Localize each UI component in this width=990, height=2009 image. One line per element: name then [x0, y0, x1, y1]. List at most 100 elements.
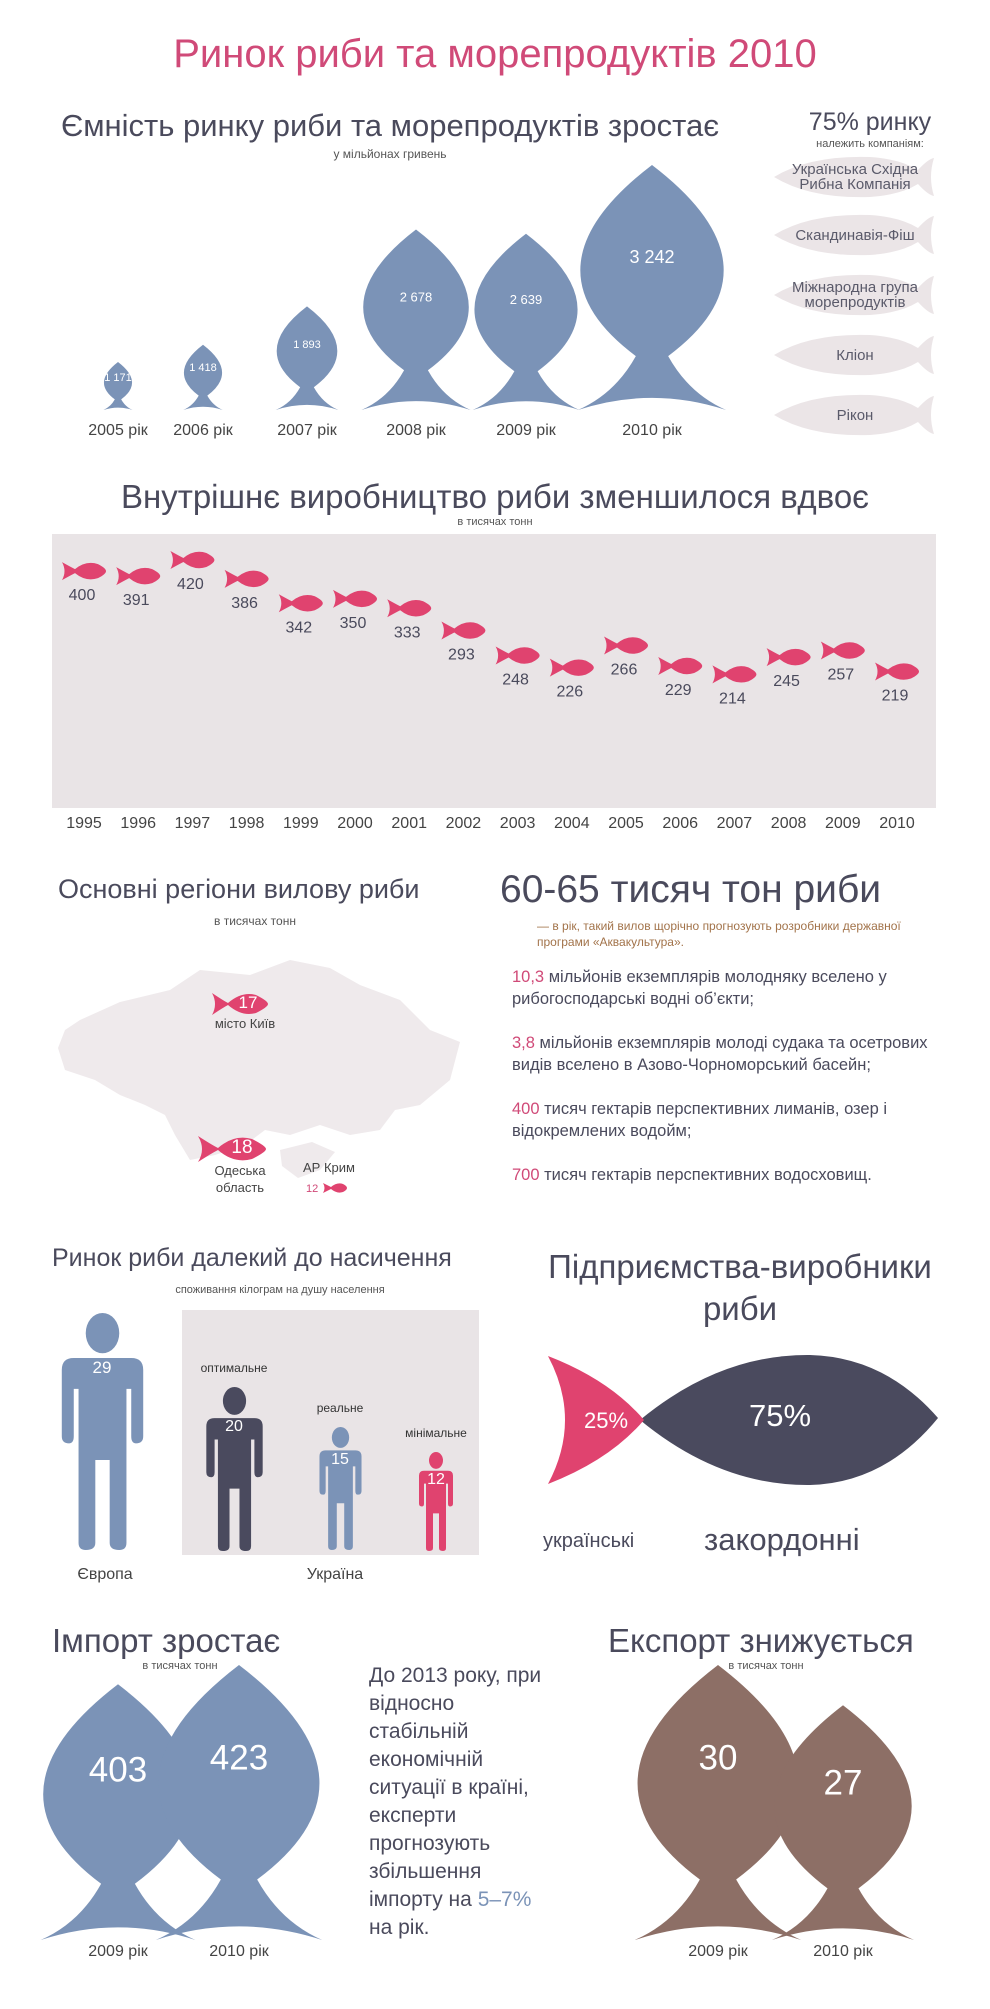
import-note: До 2013 року, при відносно стабільній ек…: [369, 1662, 549, 1942]
production-value-12: 214: [719, 690, 746, 707]
fact-number: 3,8: [512, 1034, 535, 1052]
fact-number: 400: [512, 1100, 540, 1118]
fact-number: 700: [512, 1166, 540, 1184]
capacity-fish-4: [472, 233, 580, 410]
import-value-1: 423: [210, 1739, 268, 1778]
company-item: Міжнародна група морепродуктів: [770, 272, 935, 318]
capacity-value-2: 1 893: [293, 339, 321, 351]
production-year-11: 2006: [662, 815, 698, 832]
capacity-year-4: 2009 рік: [496, 422, 556, 439]
production-value-9: 226: [556, 684, 583, 701]
capacity-value-1: 1 418: [189, 362, 217, 374]
capacity-fish-0: [103, 361, 133, 410]
production-title: Внутрішнє виробництво риби зменшилося вд…: [120, 478, 870, 515]
odesa-value: 18: [231, 1137, 253, 1158]
person-value-2: 15: [331, 1450, 349, 1468]
fact-text: тисяч гектарів перспективних водосховищ.: [539, 1166, 872, 1184]
production-value-10: 266: [611, 661, 638, 678]
ukrainian-pct: 25%: [583, 1408, 629, 1433]
production-value-13: 245: [773, 673, 800, 690]
import-fish-0: [40, 1684, 196, 1940]
export-fish-1: [771, 1705, 915, 1940]
production-value-4: 342: [285, 619, 312, 636]
company-item: Скандинавія-Фіш: [770, 212, 935, 258]
consumption-title: Ринок риби далекий до насичення: [52, 1244, 452, 1272]
production-year-7: 2002: [446, 815, 482, 832]
production-chart: 400 1995 391 1996 420 1997 386 1998 342 1999 350 20…: [62, 551, 919, 832]
production-value-5: 350: [340, 615, 367, 632]
odesa-fish-icon: [198, 1136, 266, 1162]
person-label-3: мінімальне: [405, 1425, 467, 1440]
export-year-1: 2010 рік: [813, 1943, 873, 1960]
production-year-3: 1998: [229, 815, 265, 832]
consumption-subtitle: споживання кілограм на душу населення: [175, 1284, 385, 1296]
capacity-year-3: 2008 рік: [386, 422, 446, 439]
capacity-year-0: 2005 рік: [88, 422, 148, 439]
kyiv-fish-icon: [212, 993, 268, 1015]
production-fish-5: [333, 589, 377, 608]
producers-fish-chart: [548, 1354, 938, 1486]
production-fish-0: [62, 562, 106, 581]
production-value-14: 257: [827, 666, 854, 683]
capacity-fish-1: [183, 344, 223, 410]
production-year-13: 2008: [771, 815, 807, 832]
production-year-6: 2001: [391, 815, 427, 832]
import-year-1: 2010 рік: [209, 1943, 269, 1960]
page-title: Ринок риби та морепродуктів 2010: [173, 32, 817, 76]
production-fish-10: [604, 636, 648, 655]
production-year-9: 2004: [554, 815, 590, 832]
production-fish-15: [875, 662, 919, 681]
producers-title-line2: риби: [702, 1290, 778, 1327]
capacity-fish-3: [361, 229, 471, 410]
forecast-title: 60-65 тисяч тон риби: [500, 868, 882, 911]
foreign-label: закордонні: [704, 1522, 860, 1557]
company-item: Українська Східна Рибна Компанія: [770, 154, 935, 200]
crimea-fish-icon: [323, 1183, 347, 1193]
foreign-share: [640, 1354, 938, 1486]
company-name: Міжнародна група морепродуктів: [792, 279, 918, 311]
person-label-1: оптимальне: [200, 1360, 268, 1375]
production-year-15: 2010: [879, 815, 915, 832]
ukrainian-label: українські: [543, 1530, 635, 1552]
production-value-7: 293: [448, 646, 475, 663]
production-year-1: 1996: [120, 815, 156, 832]
production-value-1: 391: [123, 592, 150, 609]
ukraine-map: [58, 960, 460, 1178]
export-title: Експорт знижується: [608, 1622, 914, 1659]
capacity-subtitle: у мільйонах гривень: [333, 147, 447, 161]
producers-title: Підприємства-виробники риби: [520, 1246, 960, 1330]
production-fish-2: [170, 551, 215, 569]
production-fish-8: [495, 646, 540, 665]
import-note-text: До 2013 року, при відносно стабільній ек…: [369, 1664, 542, 1911]
import-value-0: 403: [89, 1750, 147, 1789]
fact-text: мільйонів екземплярів молоді судака та о…: [512, 1034, 928, 1074]
production-value-11: 229: [665, 682, 692, 699]
export-fish-0: [634, 1665, 802, 1940]
regions-subtitle: в тисячах тонн: [214, 914, 296, 928]
kyiv-label: місто Київ: [214, 1016, 276, 1031]
ukrainian-share: [548, 1356, 644, 1484]
company-item: Кліон: [770, 332, 935, 378]
production-year-14: 2009: [825, 815, 861, 832]
regions-title: Основні регіони вилову риби: [58, 874, 420, 904]
fact-item: 700 тисяч гектарів перспективних водосхо…: [512, 1164, 932, 1186]
import-note-pct: 5–7%: [477, 1888, 532, 1911]
kyiv-value: 17: [238, 993, 258, 1012]
person-icon: [61, 1313, 144, 1550]
import-title: Імпорт зростає: [52, 1622, 281, 1659]
fact-number: 10,3: [512, 968, 545, 986]
company-name: Рікон: [836, 406, 874, 424]
capacity-value-4: 2 639: [510, 292, 543, 307]
ukraine-label: Україна: [306, 1566, 364, 1583]
production-fish-14: [820, 641, 865, 660]
export-value-0: 30: [699, 1739, 738, 1778]
company-name: Кліон: [836, 346, 874, 364]
forecast-facts: 10,3 мільйонів екземплярів молодняку все…: [512, 966, 932, 1208]
person-label-2: реальне: [316, 1401, 364, 1416]
person-icon: [319, 1427, 362, 1551]
fact-item: 10,3 мільйонів екземплярів молодняку все…: [512, 966, 932, 1010]
person-value-3: 12: [427, 1470, 445, 1488]
person-icon: [206, 1386, 263, 1551]
companies-subtitle: належить компаніям:: [816, 138, 924, 150]
production-fish-11: [658, 657, 703, 676]
